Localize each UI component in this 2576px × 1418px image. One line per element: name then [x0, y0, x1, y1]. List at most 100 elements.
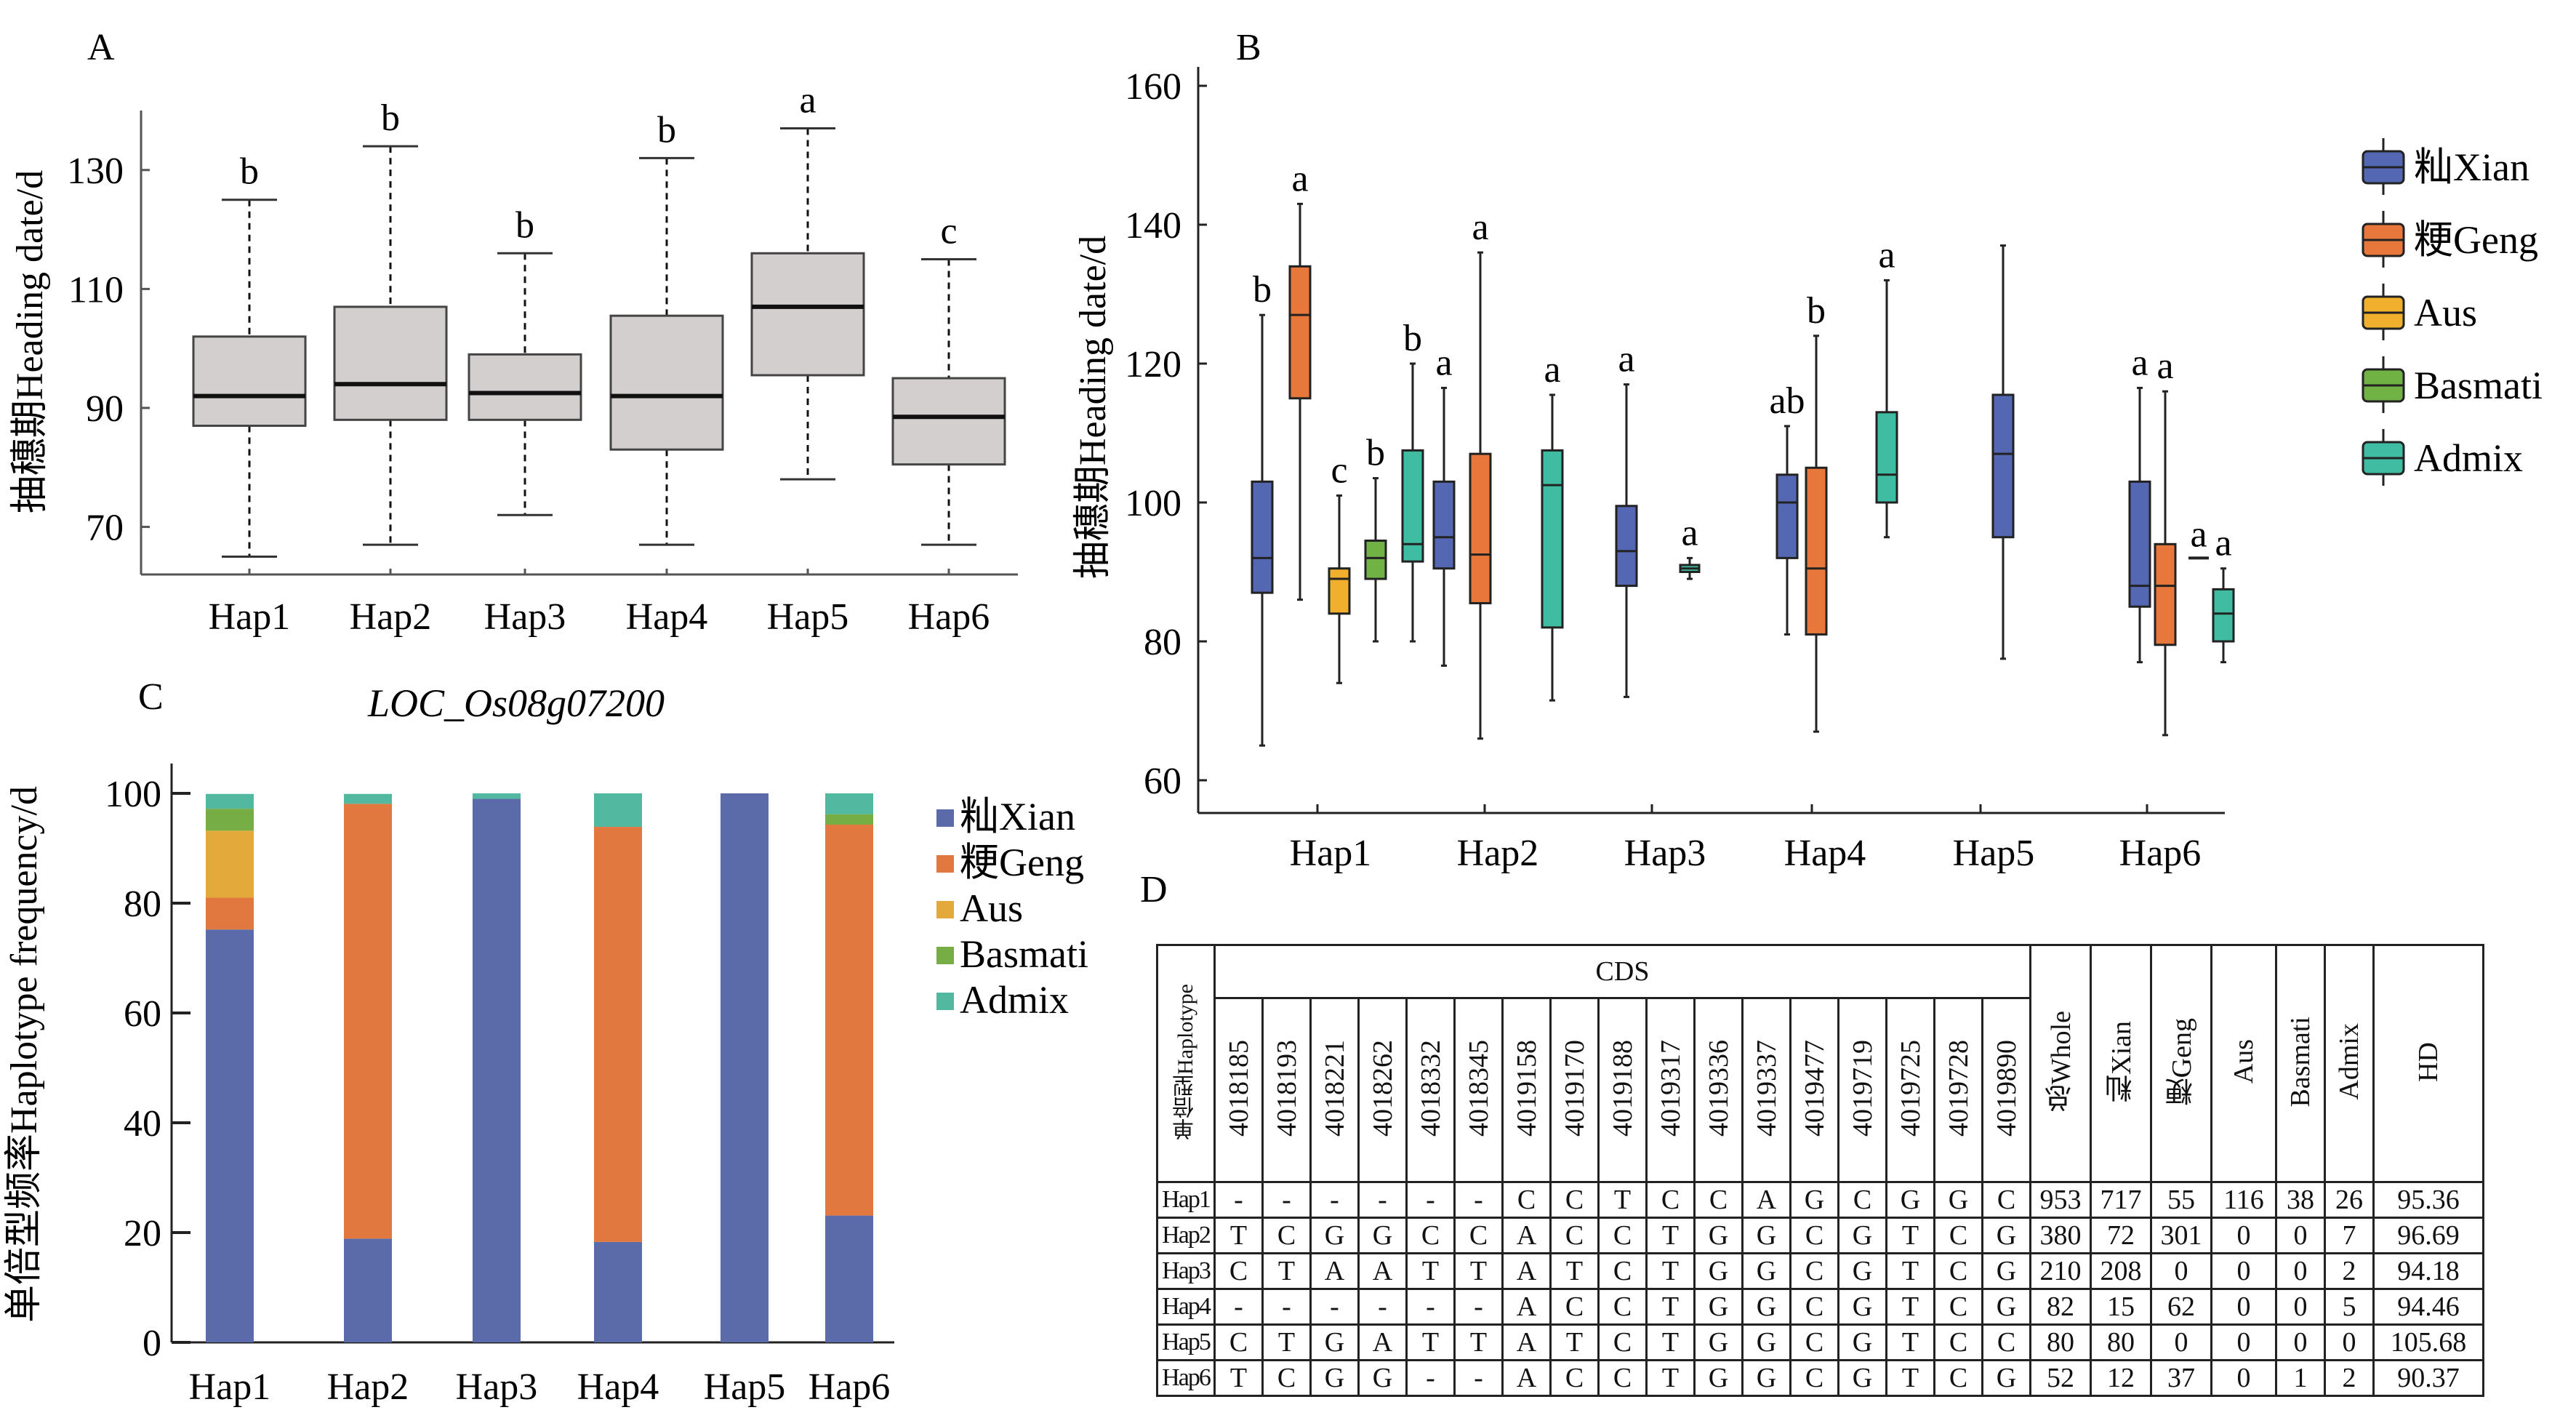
allele-cell: T — [1645, 1288, 1696, 1326]
significance-label: c — [940, 210, 957, 252]
panel-c-x-tick-label: Hap3 — [456, 1366, 538, 1408]
panel-a-box-hap2: b — [333, 97, 448, 546]
bar-segment-xian — [825, 1215, 873, 1342]
allele-cell: C — [1837, 1181, 1887, 1219]
panel-a-box-hap3: b — [468, 204, 582, 516]
panel-a-y-tick-label: 70 — [86, 508, 124, 549]
allele-cell: A — [1357, 1323, 1408, 1361]
box-iqr — [192, 335, 307, 428]
panel-b-y-tick-label: 140 — [1125, 205, 1181, 247]
box-iqr — [609, 314, 724, 451]
significance-label: a — [799, 80, 816, 121]
allele-cell: G — [1837, 1217, 1887, 1254]
panel-c-y-tick-label: 100 — [105, 774, 161, 815]
allele-cell: C — [1549, 1359, 1600, 1397]
table-row: Hap1- - - - - - C C T C C A G C G G C 953 717 55 116 38 26 95.3… — [1156, 1181, 2484, 1219]
bar-segment-basmati — [206, 809, 254, 831]
panel-a-box-hap1: b — [192, 151, 307, 558]
legend-label: 粳Geng — [2414, 218, 2538, 262]
legend-swatch-icon — [936, 947, 954, 964]
allele-cell: G — [1981, 1359, 2031, 1397]
panel-b-box-xian: a — [1432, 342, 1456, 667]
count-header-hd: HD — [2372, 944, 2484, 1183]
panel-b-y-tick-label: 100 — [1125, 483, 1181, 524]
allele-cell: - — [1405, 1359, 1456, 1397]
panel-b-x-tick-label: Hap6 — [2119, 833, 2202, 874]
allele-cell: C — [1549, 1288, 1600, 1326]
legend-label: Basmati — [960, 932, 1088, 976]
significance-label: a — [1435, 342, 1452, 383]
panel-c-x-tick-label: Hap4 — [577, 1366, 659, 1408]
panel-b-box-xian: a — [1615, 339, 1638, 698]
bar-segment-admix — [344, 793, 392, 804]
panel-a-x-tick-label: Hap2 — [350, 596, 432, 638]
panel-a-box-hap6: c — [891, 210, 1006, 546]
panel-c-x-tick-label: Hap6 — [808, 1366, 891, 1408]
panel-b-box-admix: a — [1679, 512, 1701, 580]
panel-b-box-admix: a — [2212, 523, 2235, 664]
panel-c-bar-hap3 — [473, 793, 521, 1342]
panel-c-x-tick-label: Hap5 — [704, 1366, 786, 1408]
allele-cell: - — [1261, 1288, 1312, 1326]
significance-label: b — [1253, 269, 1272, 311]
significance-label: a — [1878, 234, 1895, 276]
allele-cell: C — [1597, 1323, 1648, 1361]
allele-cell: T — [1453, 1252, 1504, 1290]
legend-swatch-icon — [936, 809, 954, 827]
panel-c-y-tick-label: 0 — [143, 1323, 161, 1364]
panel-b-y-tick-label: 80 — [1144, 622, 1181, 663]
panel-b-box-basmati: a — [2188, 513, 2209, 560]
bar-segment-xian — [721, 793, 769, 1342]
panel-b-y-tick-label: 60 — [1144, 761, 1181, 802]
allele-cell: T — [1885, 1323, 1935, 1361]
significance-label: b — [381, 97, 400, 139]
snp-position-header: 4019725 — [1885, 997, 1935, 1183]
box-iqr — [1991, 393, 2015, 539]
box-iqr — [1432, 480, 1456, 570]
panel-a-x-tick-label: Hap3 — [484, 596, 566, 638]
box-iqr — [1328, 567, 1351, 615]
significance-label: b — [1807, 290, 1826, 332]
panel-b-box-xian — [1991, 244, 2015, 660]
panel-a-y-tick-label: 90 — [86, 388, 124, 430]
allele-cell: G — [1693, 1323, 1744, 1361]
allele-cell: - — [1453, 1181, 1504, 1219]
legend-label: Admix — [960, 978, 1069, 1022]
panel-b-box-geng: a — [2154, 345, 2177, 737]
snp-position-header: 4018221 — [1309, 997, 1360, 1183]
panel-b-x-tick-label: Hap5 — [1953, 833, 2035, 874]
allele-cell: T — [1261, 1323, 1312, 1361]
panel-b-box-basmati: b — [1364, 433, 1387, 643]
count-cell: 2 — [2324, 1252, 2375, 1290]
allele-cell: C — [1261, 1217, 1312, 1254]
allele-cell: T — [1645, 1217, 1696, 1254]
allele-cell: - — [1309, 1288, 1360, 1326]
box-iqr — [1775, 473, 1799, 559]
bar-segment-xian — [594, 1241, 642, 1342]
snp-position-header: 4019337 — [1741, 997, 1791, 1183]
panel-c-bar-hap4 — [594, 793, 642, 1342]
allele-cell: C — [1213, 1323, 1264, 1361]
panel-b-box-geng: b — [1805, 290, 1828, 733]
box-iqr — [750, 252, 865, 377]
haplotype-name: Hap2 — [1156, 1217, 1216, 1254]
snp-position-header: 4018332 — [1405, 997, 1456, 1183]
count-cell: 301 — [2150, 1217, 2212, 1254]
allele-cell: G — [1885, 1181, 1935, 1219]
allele-cell: T — [1645, 1252, 1696, 1290]
count-cell: 95.36 — [2372, 1181, 2484, 1219]
panel-a-y-tick-label: 110 — [68, 269, 124, 311]
snp-position-header: 4019170 — [1549, 997, 1600, 1183]
allele-cell: C — [1645, 1181, 1696, 1219]
allele-cell: G — [1741, 1323, 1791, 1361]
count-cell: 208 — [2090, 1252, 2152, 1290]
allele-cell: T — [1261, 1252, 1312, 1290]
box-iqr — [2128, 480, 2151, 608]
bar-segment-geng — [206, 897, 254, 930]
box-iqr — [468, 353, 582, 421]
bar-segment-admix — [473, 793, 521, 799]
box-iqr — [1805, 466, 1828, 636]
allele-cell: G — [1693, 1217, 1744, 1254]
significance-label: b — [1366, 433, 1385, 474]
